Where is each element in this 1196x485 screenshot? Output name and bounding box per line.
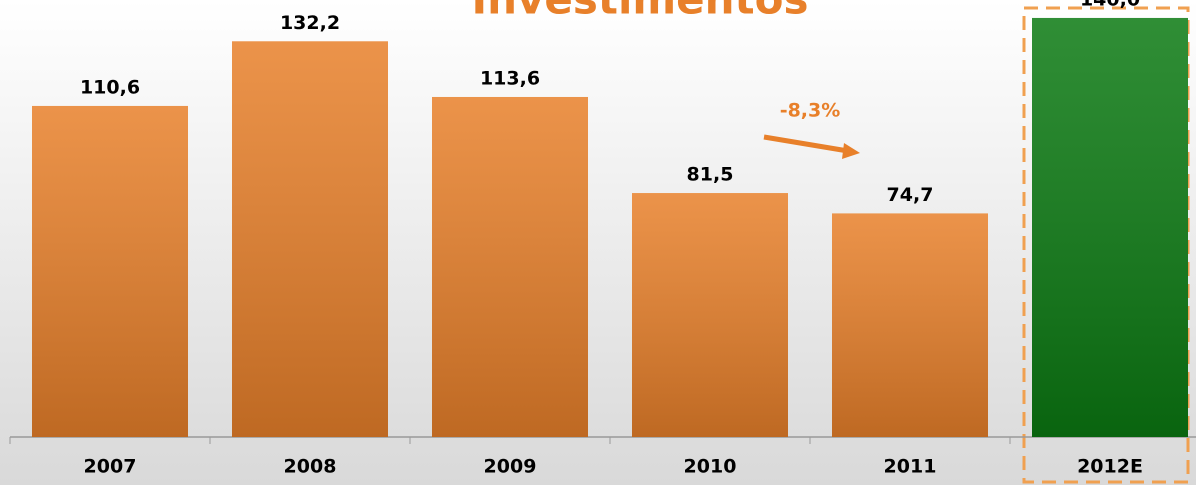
x-tick-label: 2007 xyxy=(84,456,137,478)
annotation: -8,3% xyxy=(780,100,841,122)
x-tick-label: 2011 xyxy=(884,456,937,478)
bar-shade xyxy=(432,96,588,437)
annotation-arrowhead xyxy=(842,143,860,159)
bar-shade xyxy=(832,213,988,437)
x-tick-label: 2012E xyxy=(1077,456,1143,478)
value-label: 81,5 xyxy=(687,164,734,186)
annotation-arrow xyxy=(763,134,849,154)
chart-title: Investimentos xyxy=(472,0,809,24)
bar-shade xyxy=(32,105,188,438)
bar-shade xyxy=(1032,17,1188,438)
x-tick-label: 2008 xyxy=(284,456,337,478)
value-label: 140,0 xyxy=(1080,0,1140,10)
x-tick-label: 2009 xyxy=(484,456,537,478)
value-label: 74,7 xyxy=(887,184,934,206)
value-label: 132,2 xyxy=(280,12,340,34)
bar-shade xyxy=(632,193,788,437)
value-label: 110,6 xyxy=(80,76,140,98)
value-label: 113,6 xyxy=(480,67,540,89)
bar-shade xyxy=(232,41,388,437)
x-tick-label: 2010 xyxy=(684,456,737,478)
